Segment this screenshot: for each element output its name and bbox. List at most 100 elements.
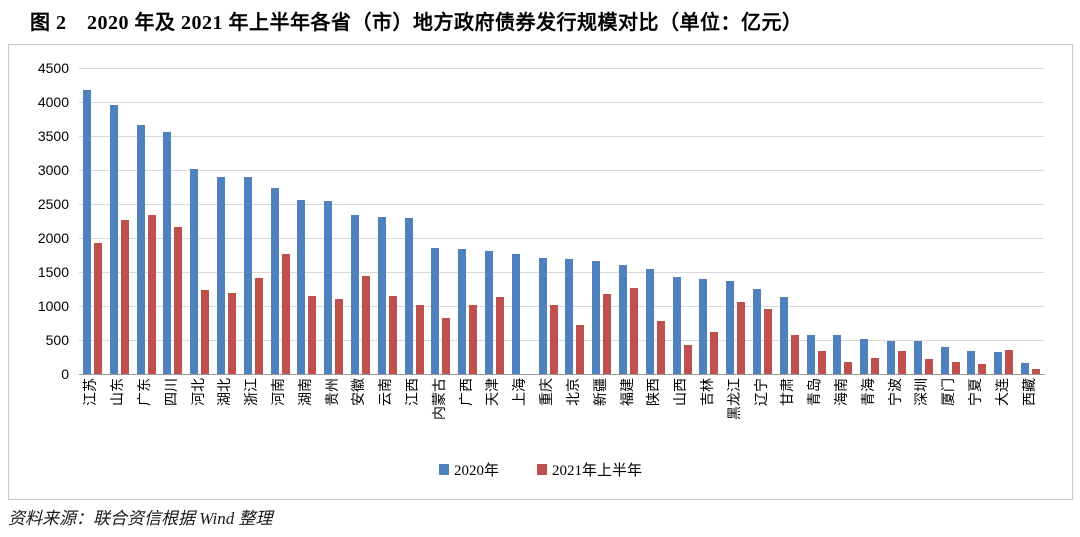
bar-group	[910, 68, 937, 374]
bar-2021h1-8	[308, 296, 317, 374]
bar-2020-15	[484, 250, 493, 374]
bar-group	[856, 68, 883, 374]
y-tick-label: 1000	[37, 298, 69, 314]
gridline	[79, 102, 1044, 103]
bar-2021h1-32	[951, 362, 960, 374]
gridline	[79, 272, 1044, 273]
x-label-9: 贵州	[325, 378, 341, 406]
bar-group	[937, 68, 964, 374]
bar-2021h1-5	[227, 293, 236, 374]
x-label-17: 重庆	[540, 378, 556, 406]
x-label-4: 河北	[191, 378, 207, 406]
bar-2021h1-11	[388, 296, 397, 374]
bar-group	[830, 68, 857, 374]
x-label-23: 吉林	[700, 378, 716, 406]
bar-2021h1-23	[710, 331, 719, 374]
bar-group	[588, 68, 615, 374]
x-label-3: 四川	[164, 378, 180, 406]
bar-2021h1-3	[174, 227, 183, 374]
legend-label-2020: 2020年	[453, 463, 499, 479]
legend-item-2021: 2021年上半年	[537, 459, 642, 480]
x-label-21: 陕西	[647, 378, 663, 406]
y-tick-label: 2000	[37, 230, 69, 246]
x-label-10: 安徽	[352, 378, 368, 406]
x-label-13: 内蒙古	[432, 378, 448, 420]
gridline	[79, 306, 1044, 307]
bar-group	[186, 68, 213, 374]
bar-2021h1-34	[1005, 349, 1014, 374]
x-label-24: 黑龙江	[727, 378, 743, 420]
x-label-31: 深圳	[915, 378, 931, 406]
x-label-1: 山东	[111, 378, 127, 406]
x-label-35: 西藏	[1022, 378, 1038, 406]
gridline	[79, 170, 1044, 171]
bar-group	[106, 68, 133, 374]
bar-2020-22	[672, 277, 681, 374]
bar-2020-16	[511, 254, 520, 374]
x-label-26: 甘肃	[781, 378, 797, 406]
bar-2021h1-20	[630, 287, 638, 374]
bar-group	[320, 68, 347, 374]
bar-2020-19	[592, 261, 601, 374]
bar-group	[79, 68, 106, 374]
bar-2021h1-21	[656, 320, 665, 374]
x-label-29: 青海	[861, 378, 877, 406]
bar-2021h1-2	[147, 214, 156, 374]
bar-2021h1-29	[871, 358, 880, 374]
chart-frame: 2020年 2021年上半年 0 500 1000 1500 2000 2500 3000 3…	[8, 44, 1073, 500]
bar-group	[1017, 68, 1044, 374]
legend-label-2021: 2021年上半年	[552, 463, 643, 479]
bar-2021h1-9	[335, 298, 344, 374]
bar-2021h1-13	[442, 317, 451, 374]
x-label-18: 北京	[566, 378, 582, 406]
x-label-2: 广东	[138, 378, 153, 406]
bar-group	[481, 68, 508, 374]
x-label-5: 湖北	[218, 378, 234, 406]
x-label-25: 辽宁	[754, 378, 770, 406]
x-label-19: 新疆	[593, 378, 609, 406]
bar-group	[535, 68, 562, 374]
bar-group	[883, 68, 910, 374]
y-tick-label: 4000	[37, 94, 69, 110]
bar-2020-29	[860, 338, 869, 374]
x-label-33: 宁夏	[968, 378, 984, 406]
bar-group	[803, 68, 830, 374]
bar-group	[293, 68, 320, 374]
bar-2020-20	[619, 264, 627, 374]
bar-2020-31	[913, 340, 922, 374]
bar-group	[508, 68, 535, 374]
bar-group	[454, 68, 481, 374]
bar-group	[990, 68, 1017, 374]
bar-group	[347, 68, 374, 374]
bar-group	[722, 68, 749, 374]
bar-group	[133, 68, 160, 374]
x-label-16: 上海	[513, 378, 529, 406]
y-tick-label: 2500	[37, 196, 69, 212]
bar-2020-11	[377, 216, 386, 374]
bar-2021h1-27	[817, 350, 826, 374]
bar-2021h1-22	[683, 344, 692, 374]
bar-2020-4	[190, 169, 199, 374]
bar-group	[562, 68, 589, 374]
bar-2020-2	[136, 125, 145, 374]
y-tick-label: 3000	[37, 162, 69, 178]
bar-group	[669, 68, 696, 374]
bar-2021h1-15	[495, 297, 504, 374]
bar-group	[964, 68, 991, 374]
x-axis-line	[79, 374, 1045, 375]
legend-swatch-2021-icon	[537, 464, 547, 475]
y-tick-label: 3500	[37, 128, 69, 144]
bar-2021h1-17	[549, 304, 558, 374]
bar-2020-30	[887, 340, 896, 374]
bar-2020-5	[216, 176, 225, 374]
x-label-28: 海南	[834, 378, 850, 406]
bar-2021h1-24	[737, 301, 746, 374]
bar-2020-1	[109, 105, 118, 374]
bar-2021h1-35	[1032, 369, 1041, 374]
bar-group	[696, 68, 723, 374]
source-note: 资料来源：联合资信根据 Wind 整理	[8, 509, 273, 528]
y-tick-label: 1500	[37, 264, 69, 280]
bar-2020-17	[538, 257, 547, 374]
bar-2020-27	[806, 334, 815, 374]
bar-2020-26	[779, 297, 788, 374]
